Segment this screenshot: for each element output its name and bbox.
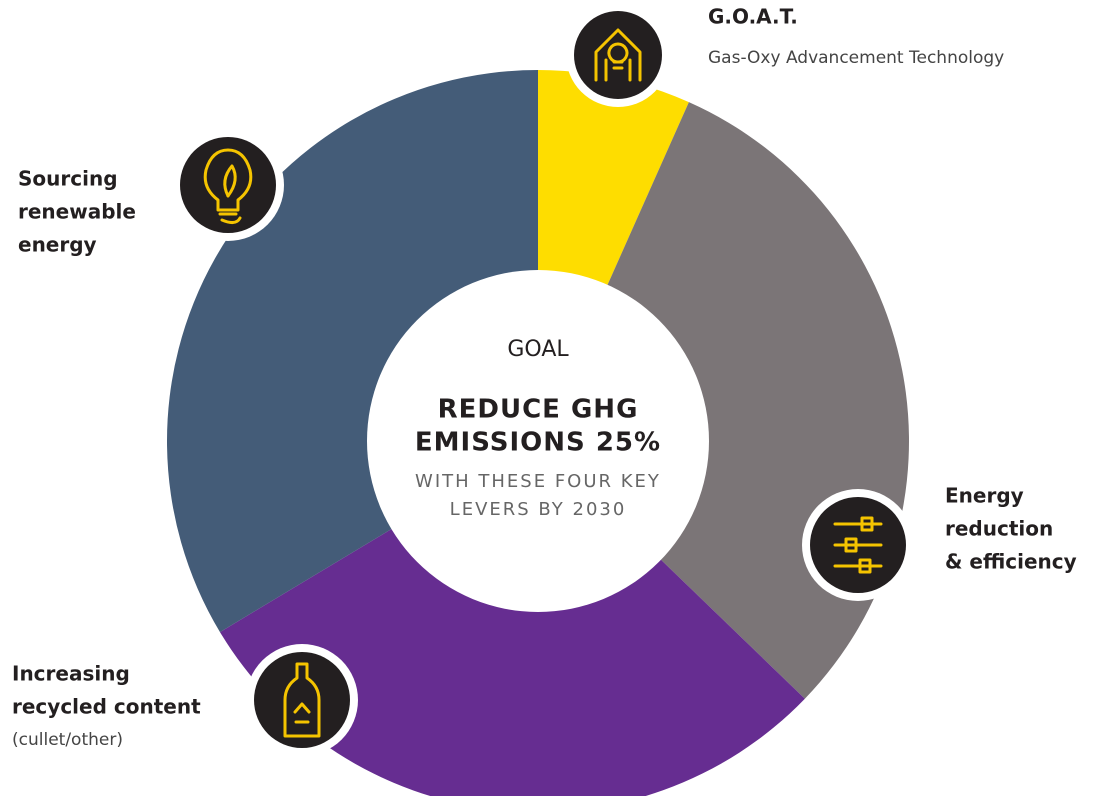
icon-goat: [566, 3, 670, 107]
icon-recycled: [246, 644, 358, 756]
lever-title: & efficiency: [945, 550, 1077, 574]
lever-title: G.O.A.T.: [708, 5, 798, 29]
lever-title: recycled content: [12, 695, 201, 719]
lever-title: reduction: [945, 517, 1053, 541]
center-circle: [367, 270, 709, 612]
lever-title: Increasing: [12, 662, 130, 686]
icon-renewable: [172, 129, 284, 241]
lever-title: Energy: [945, 484, 1024, 508]
lever-title: Sourcing: [18, 167, 118, 191]
donut-segment: [538, 70, 689, 286]
donut-segment: [219, 528, 805, 796]
center-title: EMISSIONS 25%: [415, 428, 661, 458]
center-subtitle: LEVERS BY 2030: [450, 499, 627, 520]
center-title: REDUCE GHG: [438, 395, 639, 425]
lever-note: (cullet/other): [12, 730, 123, 750]
lever-note: Gas-Oxy Advancement Technology: [708, 48, 1004, 68]
center-subtitle: WITH THESE FOUR KEY: [415, 471, 661, 492]
lever-title: renewable: [18, 200, 136, 224]
center-heading: GOAL: [507, 337, 569, 362]
lever-title: energy: [18, 233, 97, 257]
icon-energy: [802, 489, 914, 601]
